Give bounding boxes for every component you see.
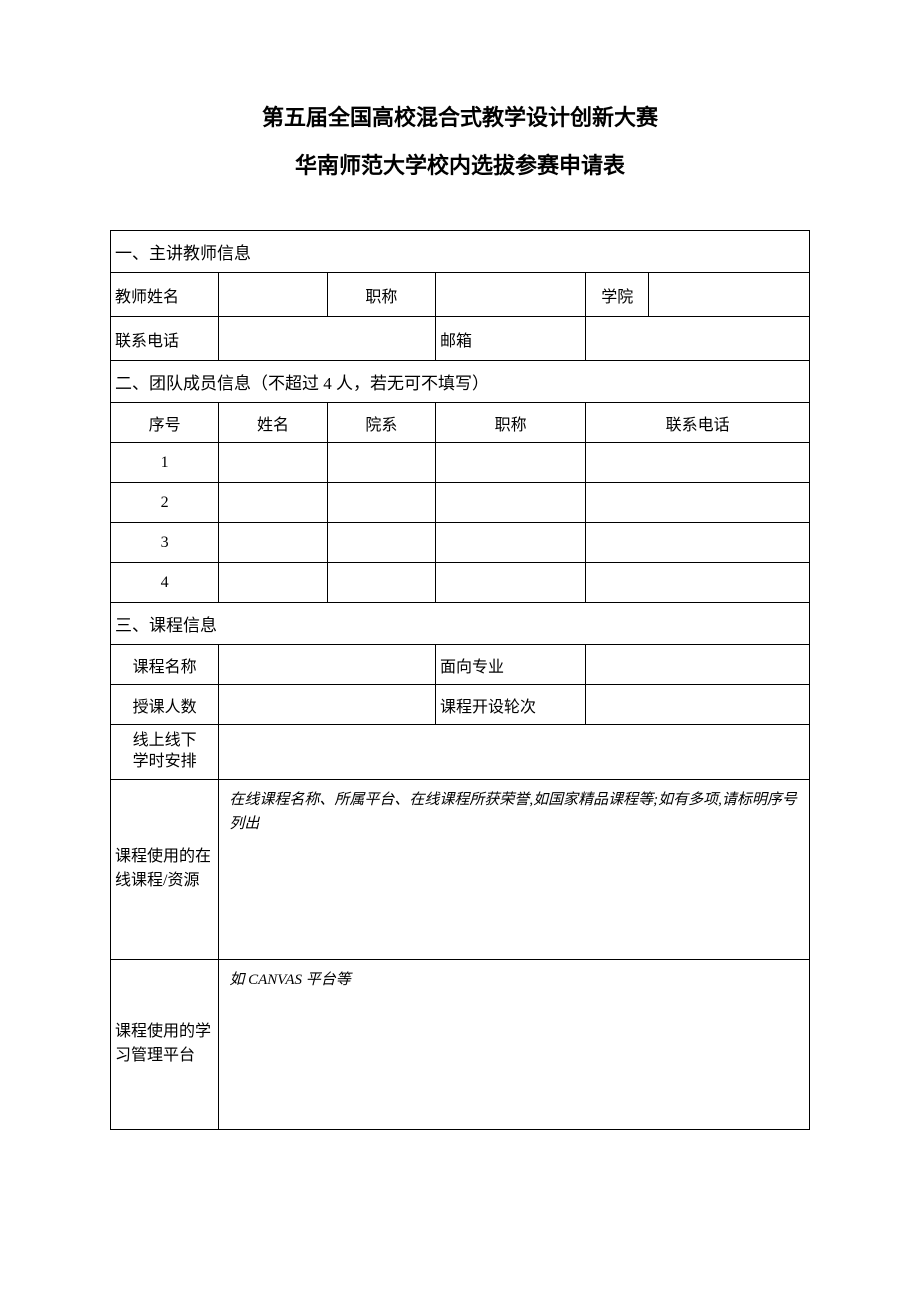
- member-row-1-title: [436, 443, 586, 483]
- schedule-value: [219, 725, 810, 780]
- title-line-1: 第五届全国高校混合式教学设计创新大赛: [110, 100, 810, 132]
- course-name-label: 课程名称: [111, 645, 219, 685]
- col-contact-phone: 联系电话: [586, 403, 810, 443]
- member-row-2-title: [436, 483, 586, 523]
- title-block: 第五届全国高校混合式教学设计创新大赛 华南师范大学校内选拔参赛申请表: [110, 100, 810, 180]
- member-row-4-title: [436, 563, 586, 603]
- col-dept: 院系: [327, 403, 435, 443]
- teacher-name-label: 教师姓名: [111, 273, 219, 317]
- student-count-label: 授课人数: [111, 685, 219, 725]
- email-value: [586, 317, 810, 361]
- member-row-1-index: 1: [111, 443, 219, 483]
- col-index: 序号: [111, 403, 219, 443]
- phone-label: 联系电话: [111, 317, 219, 361]
- col-name: 姓名: [219, 403, 327, 443]
- member-row-4-name: [219, 563, 327, 603]
- col-title: 职称: [436, 403, 586, 443]
- member-row-4-phone: [586, 563, 810, 603]
- course-name-value: [219, 645, 436, 685]
- member-row-3-title: [436, 523, 586, 563]
- member-row-2-dept: [327, 483, 435, 523]
- rounds-label: 课程开设轮次: [436, 685, 586, 725]
- member-row-3-name: [219, 523, 327, 563]
- member-row-2-index: 2: [111, 483, 219, 523]
- online-resource-label: 课程使用的在线课程/资源: [111, 779, 219, 959]
- member-row-4-index: 4: [111, 563, 219, 603]
- student-count-value: [219, 685, 436, 725]
- email-label: 邮箱: [436, 317, 586, 361]
- member-row-1-phone: [586, 443, 810, 483]
- schedule-label-line2: 学时安排: [133, 753, 197, 770]
- member-row-4-dept: [327, 563, 435, 603]
- college-value: [649, 273, 810, 317]
- member-row-3-index: 3: [111, 523, 219, 563]
- major-value: [586, 645, 810, 685]
- title-label: 职称: [327, 273, 435, 317]
- section3-header: 三、课程信息: [111, 603, 810, 645]
- member-row-2-phone: [586, 483, 810, 523]
- phone-value: [219, 317, 436, 361]
- member-row-1-dept: [327, 443, 435, 483]
- document-page: 第五届全国高校混合式教学设计创新大赛 华南师范大学校内选拔参赛申请表 一、主讲教…: [0, 0, 920, 1301]
- application-form-table: 一、主讲教师信息 教师姓名 职称 学院 联系电话 邮箱 二、团队成员信息（不超过…: [110, 230, 810, 1130]
- major-label: 面向专业: [436, 645, 586, 685]
- online-resource-hint: 在线课程名称、所属平台、在线课程所获荣誉,如国家精品课程等;如有多项,请标明序号…: [219, 779, 810, 959]
- section2-header: 二、团队成员信息（不超过 4 人，若无可不填写）: [111, 361, 810, 403]
- college-label: 学院: [586, 273, 649, 317]
- member-row-2-name: [219, 483, 327, 523]
- member-row-3-phone: [586, 523, 810, 563]
- lms-hint: 如 CANVAS 平台等: [219, 959, 810, 1129]
- rounds-value: [586, 685, 810, 725]
- schedule-label: 线上线下 学时安排: [111, 725, 219, 780]
- title-value: [436, 273, 586, 317]
- lms-label: 课程使用的学习管理平台: [111, 959, 219, 1129]
- member-row-3-dept: [327, 523, 435, 563]
- schedule-label-line1: 线上线下: [133, 732, 197, 749]
- title-line-2: 华南师范大学校内选拔参赛申请表: [110, 148, 810, 180]
- teacher-name-value: [219, 273, 327, 317]
- section1-header: 一、主讲教师信息: [111, 231, 810, 273]
- member-row-1-name: [219, 443, 327, 483]
